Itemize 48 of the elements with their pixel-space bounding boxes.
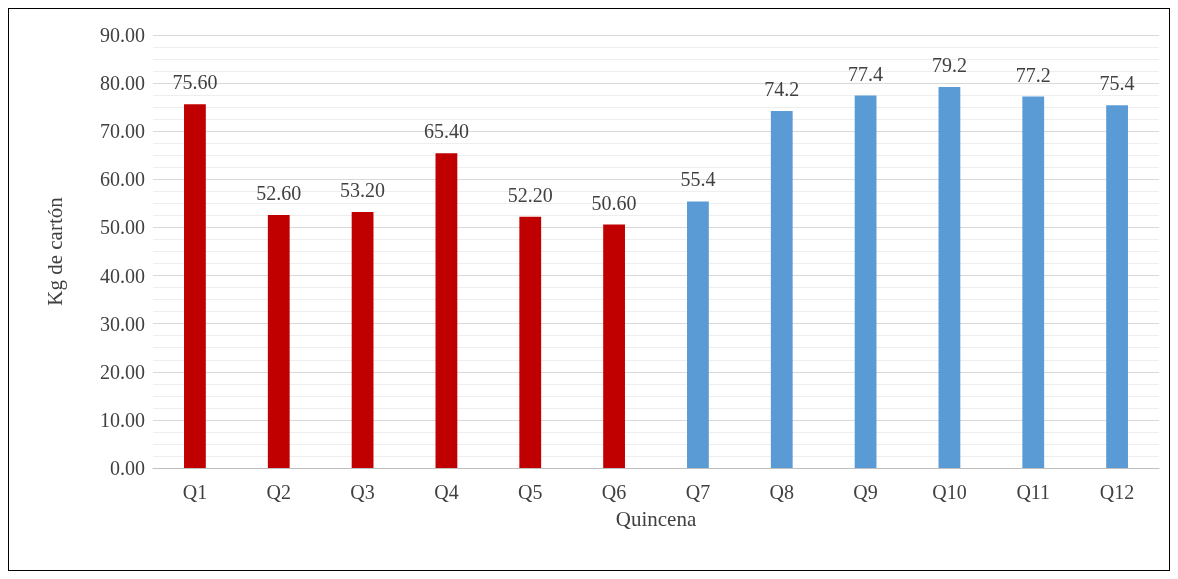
- bar: [687, 201, 709, 468]
- y-tick-label: 80.00: [100, 72, 145, 95]
- y-tick-label: 0.00: [110, 457, 145, 479]
- data-label: 65.40: [423, 120, 469, 143]
- x-tick-label: Q6: [601, 481, 627, 503]
- data-label: 52.60: [256, 181, 302, 204]
- data-label: 77.2: [1015, 63, 1051, 86]
- y-tick-label: 60.00: [100, 168, 145, 191]
- x-axis-title: Quincena: [615, 506, 697, 531]
- y-tick-label: 30.00: [100, 312, 145, 335]
- x-tick-label: Q9: [853, 481, 878, 503]
- data-label: 53.20: [340, 179, 386, 202]
- x-tick-label: Q4: [434, 481, 459, 503]
- y-tick-label: 50.00: [100, 216, 145, 239]
- bar: [603, 224, 625, 468]
- x-tick-label: Q2: [266, 481, 291, 503]
- y-tick-label: 40.00: [100, 264, 145, 287]
- bar: [267, 214, 290, 468]
- y-tick-label: 10.00: [100, 408, 145, 431]
- x-tick-label: Q3: [350, 481, 375, 503]
- data-label: 75.60: [172, 71, 218, 94]
- x-tick-label: Q11: [1016, 481, 1051, 503]
- x-tick-label: Q5: [518, 481, 543, 503]
- data-label: 74.2: [764, 78, 800, 101]
- x-tick-label: Q8: [769, 481, 794, 503]
- bar: [1106, 105, 1128, 468]
- x-tick-label: Q7: [685, 481, 711, 503]
- data-label: 79.2: [931, 53, 967, 76]
- bar: [435, 153, 458, 468]
- bar: [770, 111, 793, 468]
- y-tick-label: 20.00: [100, 360, 145, 383]
- x-tick-label: Q1: [182, 481, 208, 503]
- y-tick-label: 90.00: [100, 24, 145, 46]
- bar: [351, 212, 374, 468]
- data-label: 52.20: [507, 183, 553, 206]
- data-label: 77.4: [848, 62, 884, 85]
- x-tick-label: Q10: [932, 481, 967, 503]
- data-label: 55.4: [680, 168, 716, 191]
- data-label: 50.60: [591, 191, 637, 214]
- y-tick-label: 70.00: [100, 120, 145, 143]
- x-tick-label: Q12: [1099, 481, 1135, 503]
- bar: [184, 104, 206, 468]
- bar: [1022, 96, 1045, 468]
- bar: [938, 86, 961, 468]
- data-label: 75.4: [1099, 72, 1135, 95]
- bar: [854, 95, 877, 468]
- bar: [519, 216, 542, 468]
- y-axis-title: Kg de cartón: [42, 196, 67, 306]
